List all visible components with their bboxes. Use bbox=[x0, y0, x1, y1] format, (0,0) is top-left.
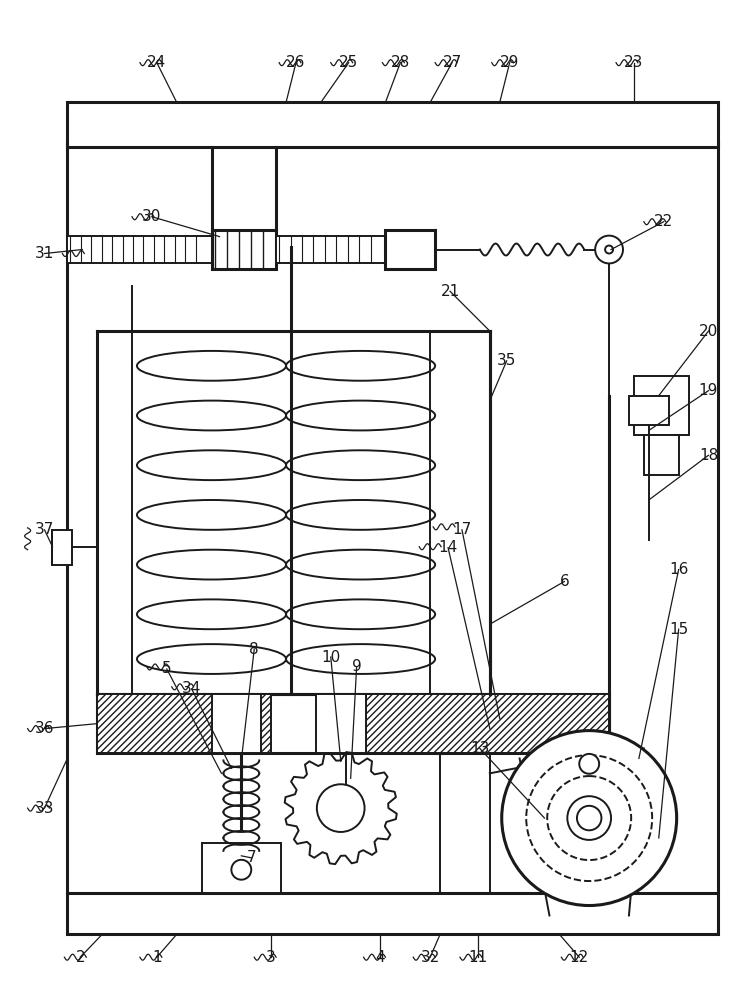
Text: 12: 12 bbox=[569, 950, 589, 965]
Text: 16: 16 bbox=[669, 562, 689, 577]
Circle shape bbox=[605, 246, 613, 254]
Text: 23: 23 bbox=[624, 55, 644, 70]
Text: 25: 25 bbox=[339, 55, 358, 70]
Text: 34: 34 bbox=[182, 681, 201, 696]
Text: 2: 2 bbox=[76, 950, 85, 965]
Text: 22: 22 bbox=[654, 214, 674, 229]
Text: 33: 33 bbox=[35, 801, 54, 816]
Text: 37: 37 bbox=[35, 522, 54, 537]
Text: 4: 4 bbox=[376, 950, 385, 965]
Circle shape bbox=[579, 754, 599, 774]
Bar bbox=[629, 396, 668, 425]
Text: 18: 18 bbox=[699, 448, 718, 463]
Bar bbox=[68, 236, 212, 263]
Bar bbox=[212, 230, 276, 269]
Bar bbox=[97, 694, 271, 753]
Text: 24: 24 bbox=[147, 55, 167, 70]
Text: 35: 35 bbox=[497, 353, 517, 368]
Text: 3: 3 bbox=[267, 950, 276, 965]
Text: 19: 19 bbox=[698, 383, 718, 398]
Circle shape bbox=[577, 806, 602, 830]
Bar bbox=[385, 230, 435, 269]
Text: 32: 32 bbox=[421, 950, 440, 965]
Bar bbox=[316, 694, 366, 753]
Text: 15: 15 bbox=[669, 622, 688, 637]
Circle shape bbox=[317, 784, 364, 832]
Text: 17: 17 bbox=[452, 522, 472, 537]
Bar bbox=[68, 102, 719, 147]
Text: 27: 27 bbox=[442, 55, 462, 70]
Text: 5: 5 bbox=[162, 661, 171, 676]
Text: 21: 21 bbox=[440, 284, 460, 299]
Bar bbox=[634, 376, 689, 435]
Text: 11: 11 bbox=[469, 950, 487, 965]
Text: 14: 14 bbox=[439, 540, 457, 555]
Text: 9: 9 bbox=[351, 659, 361, 674]
Bar bbox=[644, 435, 679, 475]
Circle shape bbox=[231, 860, 252, 880]
Circle shape bbox=[567, 796, 611, 840]
Bar bbox=[276, 236, 385, 263]
Text: 7: 7 bbox=[246, 850, 256, 865]
Text: 20: 20 bbox=[699, 324, 718, 339]
Text: 29: 29 bbox=[500, 55, 520, 70]
Bar bbox=[201, 843, 281, 893]
Bar bbox=[212, 694, 261, 753]
Bar bbox=[68, 893, 719, 934]
Text: 36: 36 bbox=[35, 721, 54, 736]
Bar bbox=[53, 530, 72, 565]
Text: 8: 8 bbox=[249, 642, 259, 657]
Text: 31: 31 bbox=[35, 246, 54, 261]
Bar bbox=[366, 694, 609, 753]
Text: 30: 30 bbox=[142, 209, 161, 224]
Circle shape bbox=[502, 731, 677, 906]
Circle shape bbox=[595, 236, 623, 263]
Text: 13: 13 bbox=[470, 741, 490, 756]
Text: 1: 1 bbox=[152, 950, 161, 965]
Text: 10: 10 bbox=[321, 650, 340, 665]
Text: 6: 6 bbox=[559, 574, 569, 589]
Text: 28: 28 bbox=[391, 55, 410, 70]
Text: 26: 26 bbox=[286, 55, 306, 70]
